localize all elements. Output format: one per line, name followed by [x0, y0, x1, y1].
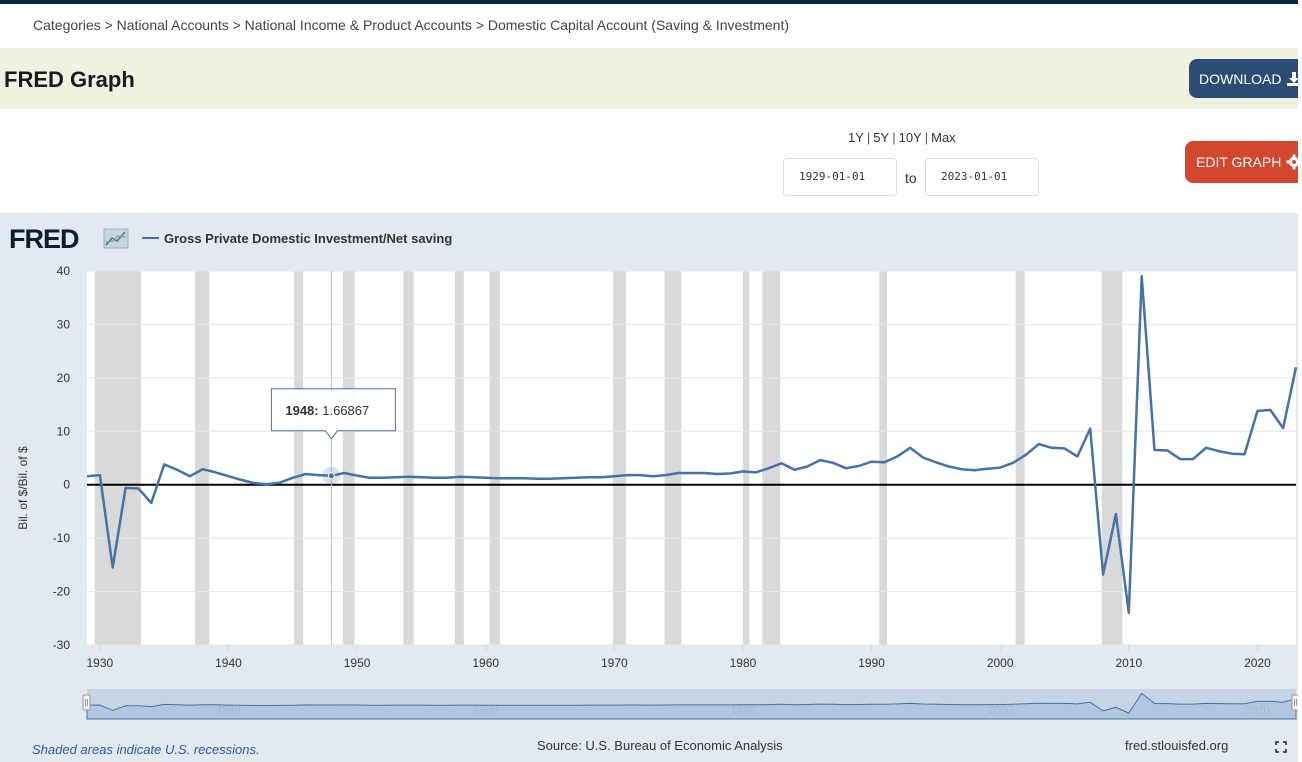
top-bar [0, 0, 1302, 4]
navigator-label: 1980 [731, 704, 755, 716]
navigator-handle-left[interactable] [82, 694, 91, 711]
recession-band-8 [664, 271, 682, 645]
navigator-label: 2020 [1245, 704, 1269, 716]
x-tick-label: 1930 [87, 656, 114, 670]
recession-band-13 [1101, 271, 1123, 645]
tooltip-year: 1948: [285, 403, 318, 418]
recession-band-2 [294, 271, 304, 645]
y-tick-label: 0 [63, 478, 70, 492]
fullscreen-icon[interactable] [1275, 741, 1287, 753]
range-10y[interactable]: 10Y [898, 130, 922, 145]
range-max[interactable]: Max [931, 130, 956, 145]
site-link[interactable]: fred.stlouisfed.org [1125, 738, 1229, 753]
x-tick-label: 2000 [987, 656, 1014, 670]
navigator-label: 2000 [988, 704, 1012, 716]
y-tick-label: -10 [53, 531, 71, 545]
source-note: Source: U.S. Bureau of Economic Analysis [537, 738, 783, 753]
y-tick-label: -30 [53, 638, 71, 652]
page-edge [1298, 0, 1302, 762]
recession-band-11 [879, 271, 887, 645]
recession-band-7 [613, 271, 626, 645]
range-1y[interactable]: 1Y [848, 130, 864, 145]
x-tick-label: 2020 [1244, 656, 1271, 670]
page-title: FRED Graph [4, 67, 135, 92]
download-icon [1287, 71, 1302, 86]
recession-bands [94, 271, 1123, 645]
download-button[interactable]: DOWNLOAD [1189, 59, 1302, 98]
fred-logo: FRED [9, 224, 79, 254]
x-tick-label: 1940 [215, 656, 242, 670]
y-tick-label: 40 [57, 264, 71, 278]
x-tick-label: 1970 [601, 656, 628, 670]
recession-band-9 [742, 271, 750, 645]
x-axis-ticks: 1930 1940 1950 1960 1970 1980 1990 2000 2010 2020 [87, 645, 1271, 670]
title-bar [0, 48, 1302, 109]
y-axis-label: Bil. of $/Bil. of $ [16, 446, 30, 530]
y-tick-label: 10 [57, 424, 71, 438]
recession-band-4 [403, 271, 414, 645]
to-label: to [905, 170, 917, 186]
navigator-series [86, 692, 1297, 720]
recession-band-0 [94, 271, 142, 645]
range-5y[interactable]: 5Y [873, 130, 890, 145]
x-tick-label: 1960 [472, 656, 499, 670]
edit-graph-button[interactable]: EDIT GRAPH [1185, 141, 1302, 183]
y-tick-label: 30 [57, 317, 71, 331]
series-line[interactable] [86, 275, 1298, 615]
navigator-label: 1960 [473, 704, 497, 716]
chart: FRED Gross Private Domestic Investment/N… [9, 224, 1300, 720]
y-tick-label: -20 [53, 585, 71, 599]
recession-note: Shaded areas indicate U.S. recessions. [32, 742, 260, 757]
plot-background [87, 271, 1296, 645]
edit-graph-label: EDIT GRAPH [1196, 154, 1282, 170]
download-button-label: DOWNLOAD [1199, 70, 1282, 87]
end-date-input[interactable]: 2023-01-01 [925, 158, 1039, 196]
start-date-input[interactable]: 1929-01-01 [783, 158, 897, 196]
date-range-presets: 1Y | 5Y | 10Y | Max [848, 130, 956, 145]
navigator-labels: 1940 1960 1980 2000 2020 [216, 704, 1269, 716]
recession-band-1 [195, 271, 210, 645]
recession-band-5 [454, 271, 464, 645]
navigator-label: 1940 [216, 704, 240, 716]
tooltip-value: 1.66867 [322, 403, 369, 418]
x-tick-label: 1980 [730, 656, 757, 670]
recession-band-6 [489, 271, 500, 645]
x-tick-label: 1950 [344, 656, 371, 670]
x-tick-label: 1990 [858, 656, 885, 670]
svg-text:1948: 1.66867: 1948: 1.66867 [285, 403, 369, 418]
hover-point [327, 472, 335, 480]
x-tick-label: 2010 [1115, 656, 1142, 670]
legend-label: Gross Private Domestic Investment/Net sa… [164, 231, 452, 246]
tooltip: 1948: 1.66867 [270, 388, 396, 440]
fred-logo-graph-icon [103, 228, 129, 249]
breadcrumb[interactable]: Categories > National Accounts > Nationa… [33, 17, 789, 33]
y-axis-ticks: 40 30 20 10 0 -10 -20 -30 [53, 264, 71, 652]
recession-band-3 [342, 271, 355, 645]
y-tick-label: 20 [57, 371, 71, 385]
recession-band-10 [762, 271, 781, 645]
chart-container: FRED Gross Private Domestic Investment/N… [0, 213, 1302, 762]
